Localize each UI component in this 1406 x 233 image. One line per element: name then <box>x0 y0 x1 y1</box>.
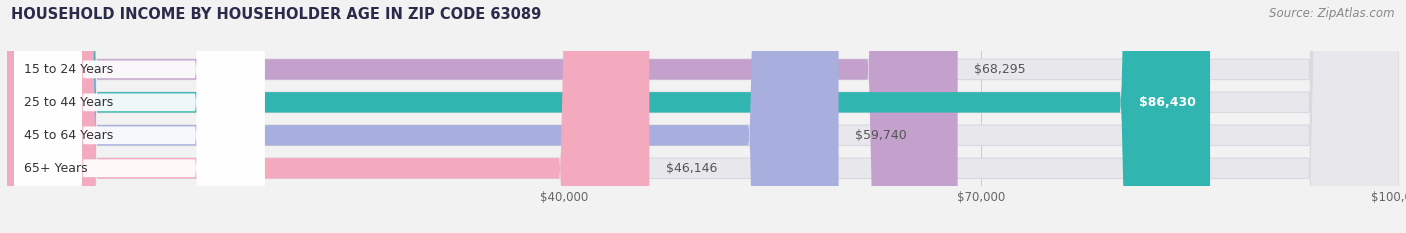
Text: $68,295: $68,295 <box>974 63 1026 76</box>
Text: Source: ZipAtlas.com: Source: ZipAtlas.com <box>1270 7 1395 20</box>
FancyBboxPatch shape <box>7 0 838 233</box>
FancyBboxPatch shape <box>7 0 957 233</box>
Text: $59,740: $59,740 <box>855 129 907 142</box>
Text: 25 to 44 Years: 25 to 44 Years <box>24 96 112 109</box>
Text: 15 to 24 Years: 15 to 24 Years <box>24 63 112 76</box>
Text: $86,430: $86,430 <box>1139 96 1197 109</box>
Text: HOUSEHOLD INCOME BY HOUSEHOLDER AGE IN ZIP CODE 63089: HOUSEHOLD INCOME BY HOUSEHOLDER AGE IN Z… <box>11 7 541 22</box>
FancyBboxPatch shape <box>7 0 1399 233</box>
FancyBboxPatch shape <box>7 0 1399 233</box>
Text: $46,146: $46,146 <box>666 162 717 175</box>
FancyBboxPatch shape <box>7 0 1211 233</box>
Text: 65+ Years: 65+ Years <box>24 162 87 175</box>
Text: 45 to 64 Years: 45 to 64 Years <box>24 129 112 142</box>
FancyBboxPatch shape <box>7 0 1399 233</box>
FancyBboxPatch shape <box>7 0 650 233</box>
FancyBboxPatch shape <box>14 0 264 233</box>
FancyBboxPatch shape <box>14 0 264 233</box>
FancyBboxPatch shape <box>14 0 264 233</box>
FancyBboxPatch shape <box>7 0 1399 233</box>
FancyBboxPatch shape <box>14 0 264 233</box>
